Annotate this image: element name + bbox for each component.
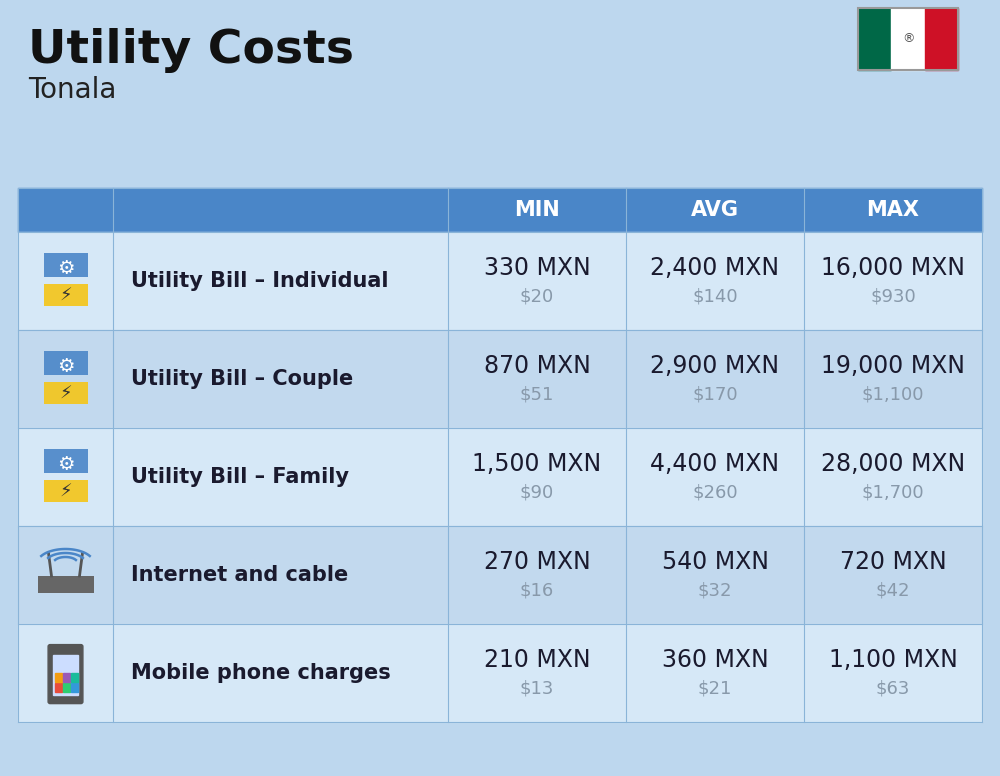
Text: $170: $170 — [692, 386, 738, 404]
Text: $51: $51 — [520, 386, 554, 404]
Text: $32: $32 — [698, 582, 732, 600]
Text: 19,000 MXN: 19,000 MXN — [821, 354, 965, 378]
Bar — [804, 232, 982, 330]
Bar — [44, 284, 88, 307]
Bar — [626, 526, 804, 624]
Bar — [448, 232, 626, 330]
Text: $1,700: $1,700 — [862, 484, 924, 502]
Bar — [804, 330, 982, 428]
Bar — [448, 526, 626, 624]
Text: AVG: AVG — [691, 200, 739, 220]
Bar — [113, 428, 448, 526]
Text: 4,400 MXN: 4,400 MXN — [650, 452, 780, 476]
Bar — [113, 188, 448, 232]
Bar — [804, 624, 982, 722]
Bar — [18, 428, 113, 526]
Bar — [54, 674, 62, 682]
Bar — [113, 232, 448, 330]
Bar — [626, 330, 804, 428]
Bar — [925, 8, 958, 70]
Bar — [38, 576, 94, 593]
Bar — [44, 383, 88, 404]
Text: ⚡: ⚡ — [59, 483, 72, 501]
Bar — [18, 330, 113, 428]
Bar — [71, 684, 78, 691]
Bar — [858, 8, 958, 70]
Text: 16,000 MXN: 16,000 MXN — [821, 256, 965, 280]
Text: Utility Bill – Couple: Utility Bill – Couple — [131, 369, 353, 389]
Bar — [71, 674, 78, 682]
Text: $16: $16 — [520, 582, 554, 600]
Text: MIN: MIN — [514, 200, 560, 220]
Text: $260: $260 — [692, 484, 738, 502]
Text: $90: $90 — [520, 484, 554, 502]
Text: ⚡: ⚡ — [59, 286, 72, 304]
Text: $930: $930 — [870, 288, 916, 306]
Bar — [858, 8, 891, 70]
Text: $20: $20 — [520, 288, 554, 306]
Text: ⚙: ⚙ — [57, 358, 74, 376]
Bar — [18, 526, 113, 624]
Bar — [804, 188, 982, 232]
Text: 720 MXN: 720 MXN — [840, 550, 946, 574]
Bar — [63, 684, 70, 691]
Bar — [18, 232, 113, 330]
Bar — [44, 351, 88, 375]
Bar — [18, 188, 113, 232]
Bar — [448, 330, 626, 428]
Text: MAX: MAX — [866, 200, 920, 220]
Bar — [113, 624, 448, 722]
Text: 1,500 MXN: 1,500 MXN — [472, 452, 602, 476]
Bar — [448, 188, 626, 232]
Text: ®: ® — [902, 33, 914, 46]
Bar — [44, 449, 88, 473]
Text: 1,100 MXN: 1,100 MXN — [829, 648, 957, 672]
Text: Tonala: Tonala — [28, 76, 116, 104]
Bar — [113, 526, 448, 624]
Text: 28,000 MXN: 28,000 MXN — [821, 452, 965, 476]
Bar — [113, 330, 448, 428]
Text: $13: $13 — [520, 680, 554, 698]
Text: 330 MXN: 330 MXN — [484, 256, 590, 280]
Text: 2,900 MXN: 2,900 MXN — [650, 354, 780, 378]
Text: $63: $63 — [876, 680, 910, 698]
FancyBboxPatch shape — [48, 645, 83, 704]
Text: 2,400 MXN: 2,400 MXN — [650, 256, 780, 280]
Bar — [63, 674, 70, 682]
Bar — [44, 253, 88, 277]
Bar — [53, 656, 78, 695]
Bar — [626, 624, 804, 722]
Text: Utility Costs: Utility Costs — [28, 28, 354, 73]
Text: 540 MXN: 540 MXN — [662, 550, 768, 574]
Bar — [448, 428, 626, 526]
Text: 210 MXN: 210 MXN — [484, 648, 590, 672]
Bar — [626, 188, 804, 232]
Text: 360 MXN: 360 MXN — [662, 648, 768, 672]
Text: Utility Bill – Family: Utility Bill – Family — [131, 467, 349, 487]
Text: ⚡: ⚡ — [59, 384, 72, 402]
Bar — [626, 232, 804, 330]
Bar — [626, 428, 804, 526]
Text: 870 MXN: 870 MXN — [484, 354, 590, 378]
Text: $1,100: $1,100 — [862, 386, 924, 404]
Text: Mobile phone charges: Mobile phone charges — [131, 663, 391, 683]
Bar — [18, 624, 113, 722]
Text: $42: $42 — [876, 582, 910, 600]
Text: ⚙: ⚙ — [57, 456, 74, 474]
Bar — [44, 480, 88, 502]
Text: Internet and cable: Internet and cable — [131, 565, 348, 585]
Text: Utility Bill – Individual: Utility Bill – Individual — [131, 271, 388, 291]
Text: $21: $21 — [698, 680, 732, 698]
Text: $140: $140 — [692, 288, 738, 306]
Bar — [804, 428, 982, 526]
Bar — [804, 526, 982, 624]
Bar — [891, 8, 925, 70]
Bar — [54, 684, 62, 691]
Bar — [448, 624, 626, 722]
Text: ⚙: ⚙ — [57, 259, 74, 279]
Text: 270 MXN: 270 MXN — [484, 550, 590, 574]
